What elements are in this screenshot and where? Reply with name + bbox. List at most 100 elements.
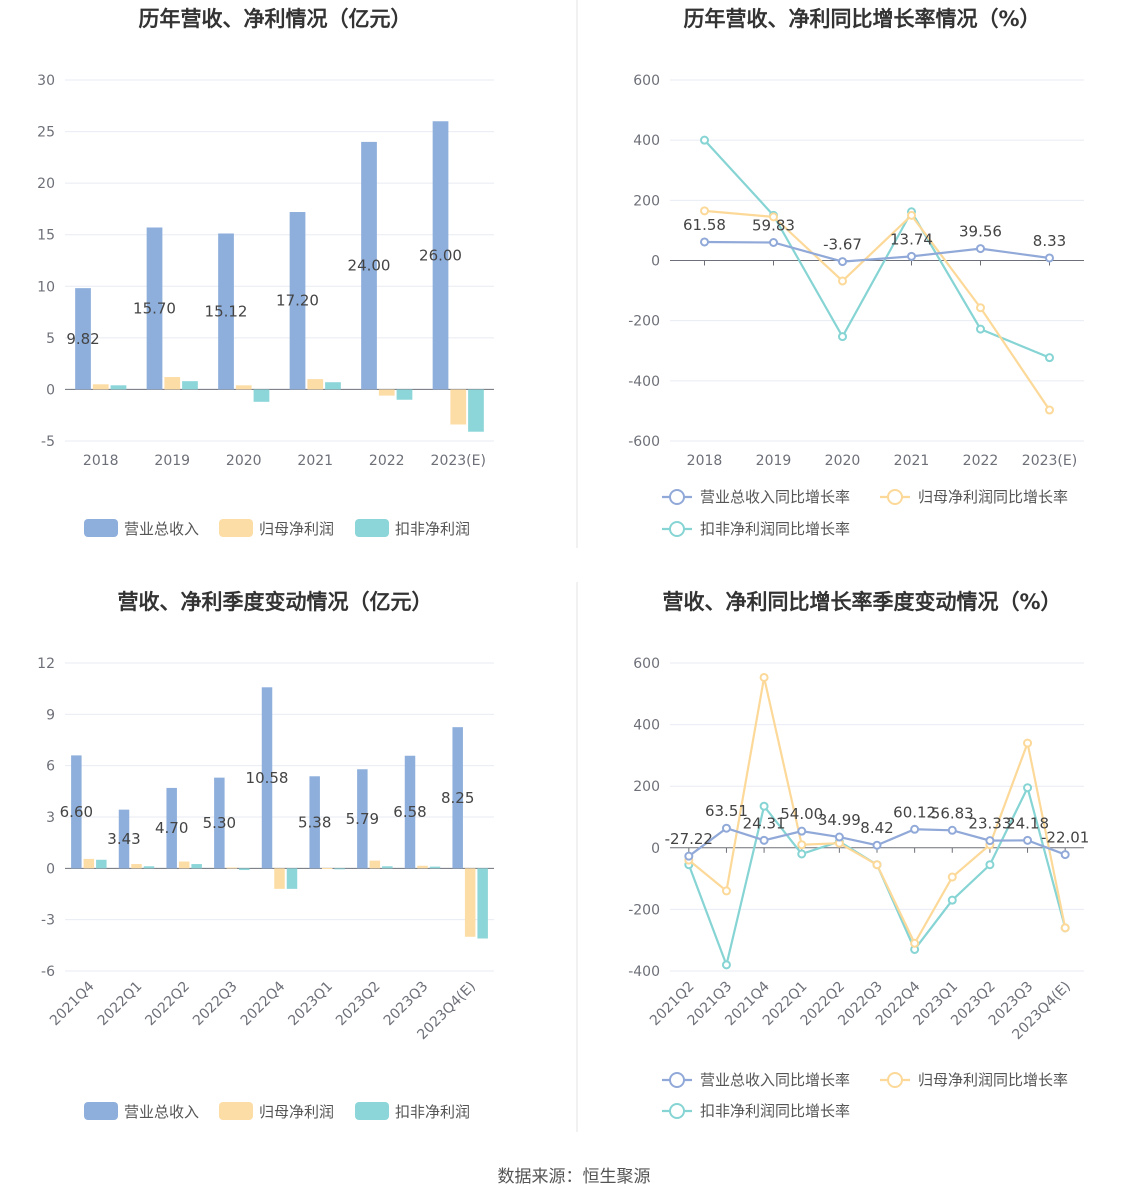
series-point-revenue xyxy=(976,244,985,254)
bar-data-label: 15.12 xyxy=(205,302,248,320)
y-tick-label: -6 xyxy=(41,964,55,980)
series-point-parent xyxy=(721,886,731,896)
series-point-parent xyxy=(797,840,807,850)
x-tick-label: 2021 xyxy=(297,453,333,469)
y-tick-label: 200 xyxy=(633,779,660,795)
y-tick-label: -3 xyxy=(41,913,55,929)
bar-data-label: 6.60 xyxy=(60,803,93,821)
bar-parent xyxy=(369,860,381,869)
series-point-deducted xyxy=(976,324,985,334)
x-tick-label: 2022Q4 xyxy=(238,978,289,1029)
x-tick-label: 2022Q2 xyxy=(142,979,193,1030)
y-tick-label: -200 xyxy=(628,902,660,918)
bar-deducted xyxy=(253,389,270,402)
bar-data-label: 10.58 xyxy=(246,769,289,787)
series-point-parent xyxy=(1060,923,1070,933)
line-data-label: 23.33 xyxy=(968,815,1011,833)
line-data-label: 24.18 xyxy=(1006,814,1049,832)
bar-data-label: 4.70 xyxy=(155,819,188,837)
series-point-revenue xyxy=(985,836,995,846)
legend-label: 归母净利润 xyxy=(259,1103,334,1121)
legend-marker xyxy=(887,1072,903,1088)
bar-parent xyxy=(321,867,333,869)
y-tick-label: -400 xyxy=(628,374,660,390)
x-tick-label: 2021 xyxy=(894,453,930,469)
chart-3-title: 营收、净利季度变动情况（亿元） xyxy=(118,590,433,614)
line-data-label: -3.67 xyxy=(823,236,862,254)
x-tick-label: 2022Q3 xyxy=(190,979,241,1030)
series-point-deducted xyxy=(1045,353,1054,363)
series-point-revenue xyxy=(721,823,731,833)
bar-deducted xyxy=(143,866,155,869)
line-data-label: 24.31 xyxy=(743,814,786,832)
bar-revenue xyxy=(75,288,91,390)
bar-deducted xyxy=(182,381,198,390)
y-tick-label: -400 xyxy=(628,964,660,980)
x-tick-label: 2023(E) xyxy=(431,453,486,469)
line-data-label: 63.51 xyxy=(705,802,748,820)
legend-marker xyxy=(669,1072,685,1088)
series-point-parent xyxy=(759,672,769,682)
annual-growth-line-chart: -600 -400 -200 0 200 400 600 2018 2019 2020 2021 20… xyxy=(628,73,1084,538)
series-point-deducted xyxy=(947,895,957,905)
legend-label: 营业总收入同比增长率 xyxy=(700,1071,850,1089)
legend-swatch xyxy=(84,519,118,537)
bar-data-label: 5.38 xyxy=(298,813,331,831)
bar-deducted xyxy=(477,868,488,939)
legend-swatch xyxy=(84,1102,118,1120)
series-point-revenue xyxy=(907,251,916,261)
bar-revenue xyxy=(361,141,377,390)
bar-data-label: 26.00 xyxy=(419,246,462,264)
bar-revenue xyxy=(214,777,225,869)
bar-data-label: 9.82 xyxy=(66,330,99,348)
line-data-label: 54.00 xyxy=(780,805,823,823)
bar-parent xyxy=(464,868,476,937)
series-point-parent xyxy=(838,276,847,286)
line-data-label: 13.74 xyxy=(890,230,933,248)
bar-deducted xyxy=(396,389,413,400)
legend-swatch xyxy=(219,519,253,537)
legend-label: 归母净利润 xyxy=(259,520,334,538)
bar-deducted xyxy=(429,866,441,869)
bar-deducted xyxy=(382,866,393,869)
y-tick-label: 15 xyxy=(37,228,55,244)
bar-data-label: 5.30 xyxy=(203,814,236,832)
series-point-revenue xyxy=(910,824,920,834)
chart-2-title: 历年营收、净利同比增长率情况（%） xyxy=(683,7,1040,31)
series-point-deducted xyxy=(985,860,995,870)
x-tick-label: 2022Q1 xyxy=(95,979,146,1030)
bar-deducted xyxy=(468,389,484,432)
bar-revenue xyxy=(404,755,416,869)
legend-label: 营业总收入 xyxy=(124,520,199,538)
line-data-label: 8.33 xyxy=(1033,232,1066,250)
series-point-parent xyxy=(947,872,957,882)
quarterly-growth-line-chart: -400-20002004006002021Q22021Q32021Q42022… xyxy=(628,656,1089,1120)
y-tick-label: 12 xyxy=(37,656,55,672)
bar-data-label: 24.00 xyxy=(348,257,391,275)
line-data-label: -27.22 xyxy=(665,830,713,848)
legend-marker xyxy=(669,521,685,537)
bar-revenue xyxy=(452,727,463,869)
bar-parent xyxy=(226,867,238,869)
legend-label: 营业总收入 xyxy=(124,1103,199,1121)
bar-parent xyxy=(235,385,252,390)
legend-swatch xyxy=(355,1102,389,1120)
legend-swatch xyxy=(219,1102,253,1120)
legend-marker xyxy=(669,489,685,505)
series-point-revenue xyxy=(700,237,709,247)
bar-parent xyxy=(178,861,190,869)
y-tick-label: -5 xyxy=(41,434,55,450)
line-data-label: 8.42 xyxy=(860,819,893,837)
series-point-revenue xyxy=(834,832,844,842)
series-point-parent xyxy=(700,206,709,216)
y-tick-label: 400 xyxy=(633,718,660,734)
y-tick-label: 400 xyxy=(633,133,660,149)
bar-deducted xyxy=(334,868,345,870)
chart-1-title: 历年营收、净利情况（亿元） xyxy=(139,7,412,31)
bar-deducted xyxy=(191,864,202,869)
line-data-label: -22.01 xyxy=(1041,829,1089,847)
series-point-deducted xyxy=(759,801,769,811)
bar-deducted xyxy=(325,382,341,390)
chart-4-title: 营收、净利同比增长率季度变动情况（%） xyxy=(662,590,1061,614)
series-point-revenue xyxy=(1023,835,1033,845)
